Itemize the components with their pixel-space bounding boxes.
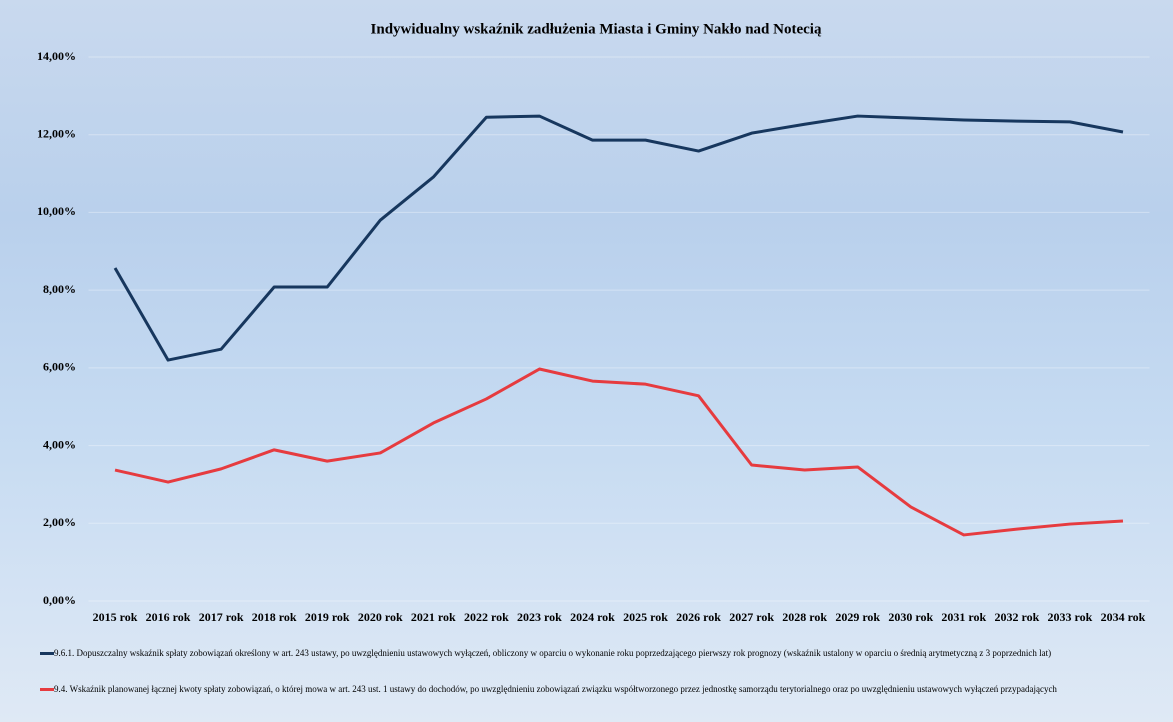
x-tick-label: 2016 rok <box>146 610 191 624</box>
x-tick-label: 2020 rok <box>358 610 403 624</box>
x-tick-label: 2027 rok <box>729 610 774 624</box>
x-tick-label: 2021 rok <box>411 610 456 624</box>
series-line <box>114 367 1124 537</box>
legend-entry: 9.6.1. Dopuszczalny wskaźnik spłaty zobo… <box>40 648 1130 658</box>
y-tick-label: 12,00% <box>37 126 76 140</box>
x-tick-label: 2033 rok <box>1048 610 1093 624</box>
chart-title: Indywidualny wskaźnik zadłużenia Miasta … <box>371 21 822 37</box>
x-tick-label: 2026 rok <box>676 610 721 624</box>
x-tick-label: 2030 rok <box>888 610 933 624</box>
legend-entry: 9.4. Wskaźnik planowanej łącznej kwoty s… <box>40 684 1130 694</box>
legend-swatch <box>40 652 54 655</box>
x-tick-label: 2018 rok <box>252 610 297 624</box>
x-tick-label: 2015 rok <box>93 610 138 624</box>
series-line <box>113 114 1124 362</box>
x-tick-label: 2034 rok <box>1101 610 1146 624</box>
y-tick-label: 0,00% <box>43 593 76 607</box>
legend-label: 9.6.1. Dopuszczalny wskaźnik spłaty zobo… <box>54 648 1052 658</box>
y-tick-label: 4,00% <box>43 437 76 451</box>
legend-swatch <box>40 688 54 691</box>
x-tick-label: 2024 rok <box>570 610 615 624</box>
x-tick-label: 2029 rok <box>835 610 880 624</box>
legend-label: 9.4. Wskaźnik planowanej łącznej kwoty s… <box>54 684 1057 694</box>
y-tick-label: 6,00% <box>43 360 76 374</box>
x-tick-label: 2031 rok <box>941 610 986 624</box>
y-tick-label: 14,00% <box>37 49 76 63</box>
x-tick-label: 2032 rok <box>994 610 1039 624</box>
x-tick-label: 2028 rok <box>782 610 827 624</box>
x-tick-label: 2017 rok <box>199 610 244 624</box>
y-tick-label: 8,00% <box>43 282 76 296</box>
x-tick-label: 2023 rok <box>517 610 562 624</box>
x-tick-label: 2022 rok <box>464 610 509 624</box>
y-tick-label: 2,00% <box>43 515 76 529</box>
y-tick-label: 10,00% <box>37 204 76 218</box>
x-tick-label: 2019 rok <box>305 610 350 624</box>
x-tick-label: 2025 rok <box>623 610 668 624</box>
